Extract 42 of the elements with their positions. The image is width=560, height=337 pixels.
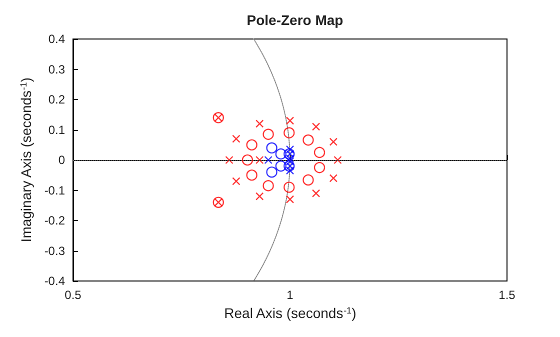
point xyxy=(284,182,295,193)
point xyxy=(266,142,278,154)
y-tick-label: 0.2 xyxy=(48,92,66,106)
y-tick-label: 0 xyxy=(58,153,66,167)
point xyxy=(256,192,264,200)
y-tick-label: -0.3 xyxy=(44,244,66,258)
point xyxy=(314,162,326,174)
point xyxy=(264,156,272,164)
point xyxy=(286,195,294,204)
point xyxy=(232,177,240,186)
point xyxy=(312,189,320,198)
x-tick-label: 0.5 xyxy=(64,288,82,302)
point xyxy=(314,146,326,158)
point xyxy=(256,156,264,164)
y-tick-label: -0.2 xyxy=(44,214,66,228)
y-tick-label: 0.1 xyxy=(48,122,66,137)
point xyxy=(232,134,240,143)
point xyxy=(246,170,258,181)
y-tick-label: 0.4 xyxy=(48,32,66,46)
y-tick-label: -0.1 xyxy=(44,183,66,198)
y-tick-label: -0.4 xyxy=(44,274,66,288)
point xyxy=(302,174,314,186)
point xyxy=(262,128,274,140)
y-axis-title: Imaginary Axis (seconds-1) xyxy=(18,77,34,242)
point xyxy=(286,116,294,125)
x-tick-label: 1 xyxy=(286,288,294,302)
point xyxy=(284,127,295,138)
point xyxy=(329,174,338,182)
point xyxy=(334,156,342,164)
x-tick-label: 1.5 xyxy=(498,288,516,302)
line-series xyxy=(253,38,290,282)
y-tick-label: 0.3 xyxy=(48,62,66,76)
point xyxy=(242,154,254,166)
point xyxy=(246,139,258,150)
point xyxy=(225,156,234,164)
point xyxy=(266,166,278,178)
point xyxy=(302,134,314,146)
point xyxy=(312,122,320,131)
point xyxy=(329,138,338,146)
chart-title: Pole-Zero Map xyxy=(246,12,344,28)
point xyxy=(256,120,264,128)
point xyxy=(262,180,274,192)
